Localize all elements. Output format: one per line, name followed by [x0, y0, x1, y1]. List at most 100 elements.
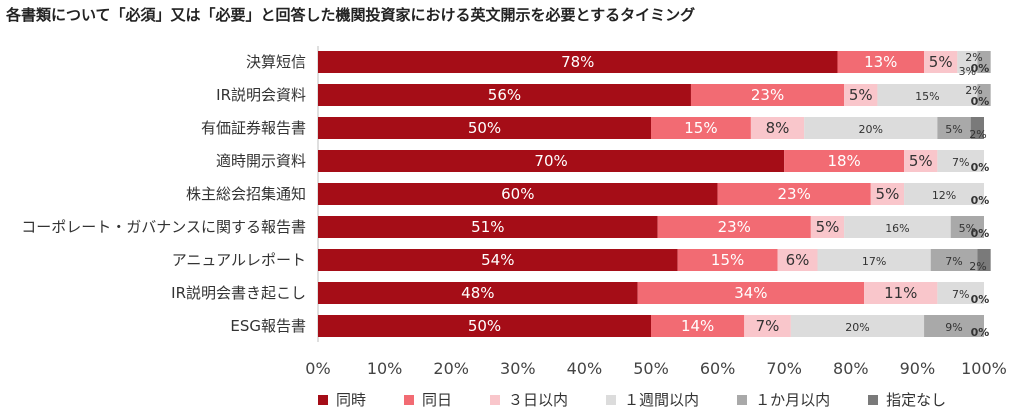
bar-segment: [817, 249, 931, 271]
stacked-bar-chart: 決算短信 IR説明会資料有価証券報告書適時開示資料株主総会招集通知コーポレート・ガ…: [21, 46, 1007, 378]
data-label: 0%: [971, 95, 990, 108]
bar-segment: [318, 216, 658, 238]
data-label: 5%: [876, 185, 900, 203]
legend-swatch: [490, 394, 501, 405]
bar-segment: [864, 282, 938, 304]
bar-segment: [810, 216, 845, 238]
data-label: 12%: [932, 189, 956, 202]
bar-segment: [937, 117, 971, 139]
data-label: 16%: [885, 222, 909, 235]
bar-segment: [904, 150, 938, 172]
data-label: 13%: [864, 53, 897, 71]
bar-segment: [930, 249, 978, 271]
category-label: ESG報告書: [230, 317, 306, 335]
data-label: 7%: [952, 156, 969, 169]
data-label: 7%: [945, 255, 962, 268]
category-label: コーポレート・ガバナンスに関する報告書: [21, 218, 306, 236]
data-label: 15%: [915, 90, 939, 103]
bar-segment: [977, 51, 991, 73]
bar-segment: [657, 216, 811, 238]
data-label: 34%: [734, 284, 767, 302]
category-label: 適時開示資料: [216, 152, 306, 170]
category-label: 決算短信: [246, 53, 306, 71]
bar-segment: [717, 183, 871, 205]
data-label: 56%: [488, 86, 521, 104]
bar-segment: [957, 51, 978, 73]
data-label: 5%: [816, 218, 840, 236]
bar-segment: [318, 51, 838, 73]
x-tick-label: 60%: [700, 359, 736, 378]
x-tick-label: 70%: [766, 359, 802, 378]
data-label: 2%: [969, 260, 986, 273]
category-label: IR説明会書き起こし: [171, 284, 306, 302]
bar-segment: [977, 249, 991, 271]
category-label: アニュアルレポート: [172, 251, 306, 269]
data-label: 2%: [965, 51, 982, 64]
data-label: 0%: [971, 194, 990, 207]
data-label: 9%: [945, 321, 962, 334]
data-label: 5%: [929, 53, 953, 71]
data-label: 17%: [862, 255, 886, 268]
bar-segment: [937, 282, 984, 304]
x-tick-label: 80%: [833, 359, 869, 378]
x-tick-label: 50%: [633, 359, 669, 378]
data-label: 23%: [778, 185, 811, 203]
legend-item: 同日: [404, 389, 452, 410]
legend-swatch: [737, 394, 748, 405]
bar-segment: [870, 183, 905, 205]
x-tick-label: 100%: [961, 359, 1007, 378]
bar-segment: [784, 150, 905, 172]
data-label: 60%: [501, 185, 534, 203]
bar-segment: [977, 84, 991, 106]
legend-swatch: [606, 394, 617, 405]
bar-segment: [318, 282, 638, 304]
x-tick-label: 0%: [305, 359, 330, 378]
bar-segment: [777, 249, 818, 271]
data-label: 15%: [684, 119, 717, 137]
data-label: 50%: [468, 119, 501, 137]
data-label: 18%: [827, 152, 860, 170]
data-label: 5%: [849, 86, 873, 104]
legend-item: 指定なし: [868, 389, 946, 410]
legend-label: １か月以内: [755, 391, 831, 409]
data-label: 8%: [766, 119, 790, 137]
data-label: 0%: [971, 227, 990, 240]
bar-segment: [970, 117, 984, 139]
data-label: 2%: [969, 128, 986, 141]
data-label: 11%: [884, 284, 917, 302]
data-label: 7%: [756, 317, 780, 335]
x-tick-label: 30%: [500, 359, 536, 378]
data-label: 51%: [471, 218, 504, 236]
legend-swatch: [404, 394, 415, 405]
data-label: 5%: [909, 152, 933, 170]
data-label: 2%: [965, 84, 982, 97]
data-label: 78%: [561, 53, 594, 71]
data-label: 0%: [971, 161, 990, 174]
bar-segment: [651, 117, 751, 139]
data-label: 0%: [971, 62, 990, 75]
bar-segment: [790, 315, 925, 337]
legend-label: １週間以内: [624, 391, 700, 409]
data-label: 0%: [971, 326, 990, 339]
bar-segment: [318, 84, 691, 106]
bar-segment: [318, 150, 785, 172]
x-tick-label: 20%: [433, 359, 469, 378]
bar-segment: [318, 249, 678, 271]
chart-legend: 同時 同日 ３日以内 １週間以内 １か月以内 指定なし: [318, 389, 984, 410]
legend-swatch: [318, 394, 328, 405]
bar-segment: [877, 84, 978, 106]
data-label: 20%: [859, 123, 883, 136]
category-label: 株主総会招集通知: [186, 185, 306, 203]
category-label: IR説明会資料: [216, 86, 306, 104]
data-label: 14%: [681, 317, 714, 335]
bar-segment: [837, 51, 925, 73]
data-label: 23%: [718, 218, 751, 236]
bar-segment: [844, 216, 951, 238]
bar-segment: [950, 216, 984, 238]
chart-title: 各書類について「必須」又は「必要」と回答した機関投資家における英文開示を必要とす…: [6, 6, 696, 24]
data-label: 5%: [945, 123, 962, 136]
bar-segment: [924, 315, 984, 337]
data-label: 5%: [959, 222, 976, 235]
bar-segment: [744, 315, 791, 337]
data-label: 48%: [461, 284, 494, 302]
